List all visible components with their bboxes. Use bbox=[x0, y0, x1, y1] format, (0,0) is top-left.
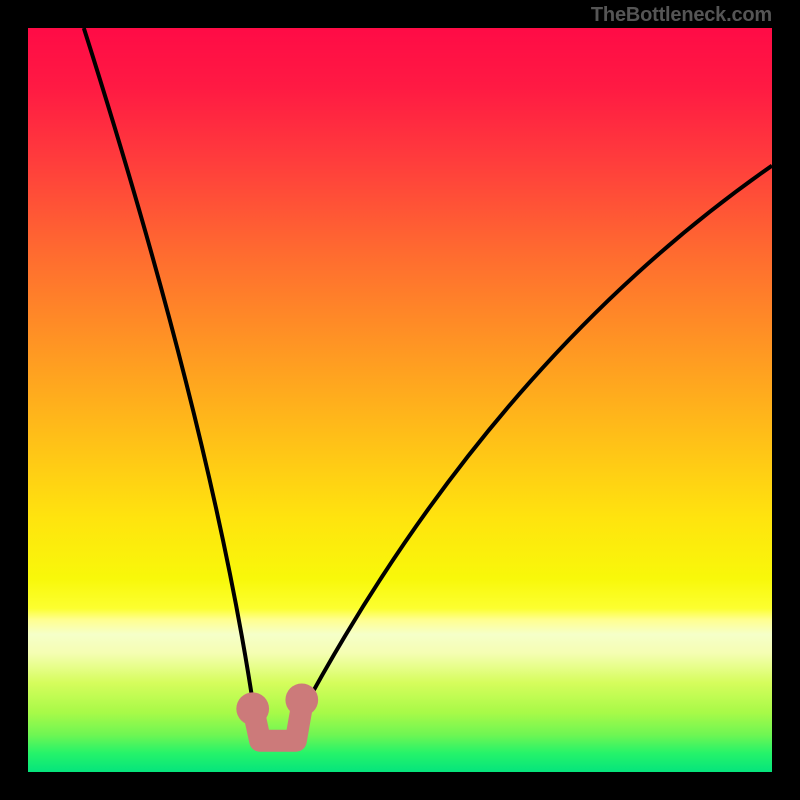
plot-area bbox=[28, 28, 772, 772]
watermark-text: TheBottleneck.com bbox=[591, 4, 772, 27]
plot-svg bbox=[28, 28, 772, 772]
chart-frame: TheBottleneck.com bbox=[0, 0, 800, 800]
gradient-background bbox=[28, 28, 772, 772]
